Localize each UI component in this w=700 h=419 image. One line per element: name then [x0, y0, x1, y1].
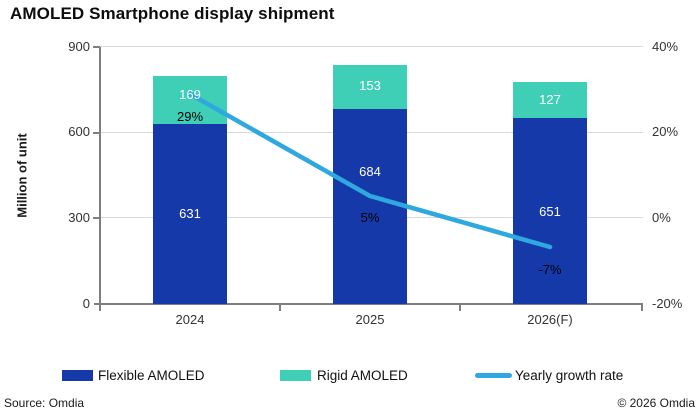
- x-axis-tick: [99, 305, 101, 311]
- value-label-growth-2024: 29%: [176, 109, 204, 124]
- value-label-rigid-2025: 153: [359, 78, 381, 93]
- value-label-growth-2026: -7%: [538, 262, 562, 277]
- y-axis-tick: [93, 217, 100, 219]
- y-axis-tick: [93, 46, 100, 48]
- y-axis-tick: [93, 132, 100, 134]
- y-right-tick-40: 40%: [652, 39, 679, 54]
- y-right-tick-0: 0%: [652, 210, 671, 225]
- x-label-2025: 2025: [355, 312, 385, 327]
- y-right-tick-neg20: -20%: [652, 296, 683, 311]
- value-label-rigid-2024: 169: [179, 87, 201, 102]
- legend-label-yearly-growth-rate: Yearly growth rate: [515, 368, 624, 383]
- bar-2025-flexible: [333, 109, 407, 304]
- y-left-tick-900: 900: [68, 39, 90, 54]
- copyright-notice: © 2026 Omdia: [617, 396, 695, 410]
- value-label-flexible-2024: 631: [179, 206, 201, 221]
- x-label-2026: 2026(F): [527, 312, 573, 327]
- legend-swatch-rigid-amoled: [280, 370, 311, 381]
- x-label-2024: 2024: [175, 312, 205, 327]
- x-axis-tick: [279, 305, 281, 311]
- x-axis-tick: [641, 305, 643, 311]
- y-left-tick-300: 300: [68, 210, 90, 225]
- y-left-tick-0: 0: [82, 296, 90, 311]
- legend-swatch-flexible-amoled: [62, 370, 93, 381]
- gridline-900: [100, 46, 643, 47]
- x-axis-tick: [459, 305, 461, 311]
- y-axis-line: [99, 47, 101, 309]
- y-right-tick-20: 20%: [652, 124, 679, 139]
- chart-title: AMOLED Smartphone display shipment: [10, 4, 335, 23]
- value-label-rigid-2026: 127: [539, 92, 561, 107]
- source-credit: Source: Omdia: [4, 396, 85, 410]
- value-label-flexible-2025: 684: [359, 164, 381, 179]
- legend-line-yearly-growth-rate: [475, 373, 512, 378]
- y-left-tick-600: 600: [68, 124, 90, 139]
- legend-label-flexible-amoled: Flexible AMOLED: [98, 368, 205, 383]
- y-axis-title: Million of unit: [14, 133, 30, 218]
- x-axis-line: [94, 303, 643, 305]
- value-label-growth-2025: 5%: [360, 210, 380, 225]
- legend-label-rigid-amoled: Rigid AMOLED: [317, 368, 408, 383]
- value-label-flexible-2026: 651: [539, 204, 561, 219]
